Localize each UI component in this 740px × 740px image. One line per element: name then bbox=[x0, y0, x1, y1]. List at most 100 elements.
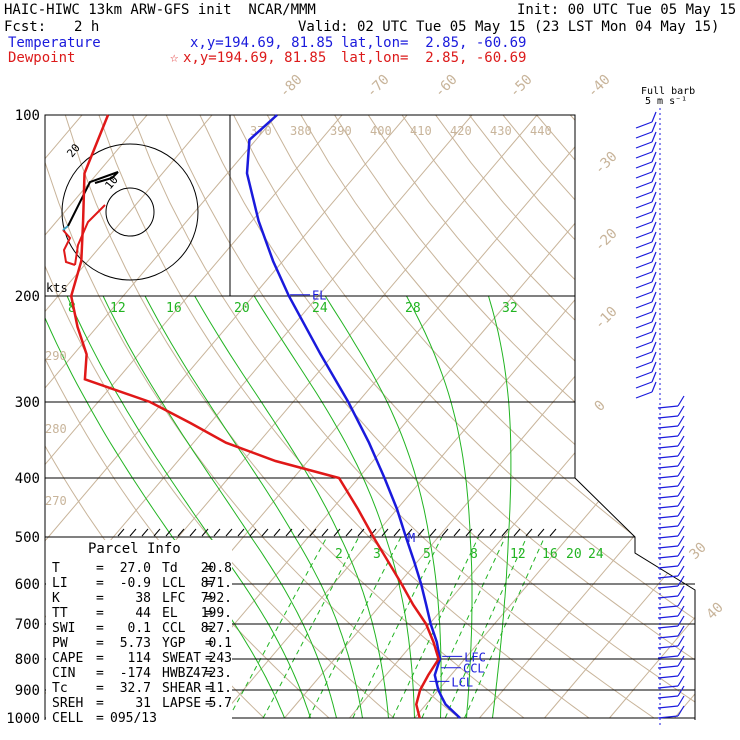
wind-barb-flag bbox=[677, 605, 685, 617]
hatch-mark bbox=[549, 528, 557, 537]
annotation-label-el: EL bbox=[312, 289, 326, 303]
wind-barb-flag bbox=[677, 625, 685, 637]
parcel-row-equals: = bbox=[96, 711, 104, 726]
wind-barb bbox=[657, 595, 679, 599]
parcel-cell-value: 095/13 bbox=[110, 711, 157, 726]
wind-barb-flag bbox=[651, 291, 657, 303]
dry-adiabat-line bbox=[536, 115, 695, 719]
init-time: Init: 00 UTC Tue 05 May 15 bbox=[517, 2, 737, 18]
hatch-mark bbox=[513, 528, 521, 537]
hatch-mark bbox=[405, 528, 413, 537]
plot-frame bbox=[44, 114, 696, 720]
mixing-ratio-label: 12 bbox=[510, 547, 526, 562]
dewpoint-profile-line bbox=[69, 114, 440, 719]
wind-barb-flag bbox=[677, 665, 685, 677]
hatch-mark bbox=[237, 528, 245, 537]
isotherm-label: -30 bbox=[592, 149, 621, 178]
parcel-row-equals: = bbox=[205, 666, 213, 681]
hatch-mark bbox=[285, 528, 293, 537]
wind-barb bbox=[657, 435, 679, 439]
hatch-mark bbox=[117, 528, 125, 537]
wind-barb bbox=[657, 415, 679, 419]
parcel-row-equals: = bbox=[96, 591, 104, 606]
wind-barb-flag bbox=[651, 151, 657, 163]
wind-barb-flag bbox=[651, 311, 657, 323]
isotherm-label: -40 bbox=[585, 72, 614, 101]
wind-barb-flag bbox=[651, 351, 657, 363]
dry-adiabat-label: 430 bbox=[490, 124, 512, 138]
wind-barb bbox=[657, 515, 679, 519]
dry-adiabat-line bbox=[199, 115, 695, 719]
wind-barb bbox=[657, 485, 679, 489]
wind-barb-flag bbox=[677, 475, 685, 487]
wind-barb bbox=[657, 655, 679, 659]
forecast-label: Fcst: bbox=[4, 19, 47, 35]
wind-barb-flag bbox=[651, 141, 657, 153]
parcel-row-label: SWEAT bbox=[162, 651, 201, 666]
wind-barb-flag bbox=[651, 161, 657, 173]
dewpoint-legend-label: Dewpoint bbox=[8, 50, 76, 66]
mixing-ratio-line bbox=[464, 536, 546, 719]
parcel-row-equals: = bbox=[96, 681, 104, 696]
parcel-row-equals: = bbox=[96, 561, 104, 576]
wind-barb bbox=[657, 405, 679, 409]
isotherm-label: -60 bbox=[432, 72, 461, 101]
parcel-row-value: 32.7 bbox=[120, 681, 151, 696]
isotherm-line bbox=[45, 115, 278, 719]
wind-barb-flag bbox=[651, 241, 657, 253]
dry-adiabat-line bbox=[300, 115, 695, 719]
wind-barb bbox=[657, 665, 679, 669]
pressure-label: 100 bbox=[15, 108, 40, 124]
parcel-row-label: PW bbox=[52, 636, 68, 651]
mixing-ratio-line bbox=[392, 536, 479, 719]
dry-adiabat-line bbox=[401, 115, 695, 719]
hatch-mark bbox=[393, 528, 401, 537]
dry-adiabat-label: 440 bbox=[530, 124, 552, 138]
pressure-label: 800 bbox=[15, 652, 40, 668]
dewpoint-marker-icon: ☆ bbox=[170, 50, 179, 66]
mixing-ratio-line bbox=[352, 536, 443, 719]
parcel-row-value: 871. bbox=[201, 576, 232, 591]
moist-adiabat-label: 8 bbox=[68, 301, 76, 316]
hodograph-inner-ring bbox=[105, 187, 155, 237]
pressure-label: 200 bbox=[15, 289, 40, 305]
hatch-mark bbox=[525, 528, 533, 537]
dry-adiabat-label: 410 bbox=[410, 124, 432, 138]
parcel-row-value: 5.73 bbox=[120, 636, 151, 651]
wind-barb bbox=[635, 381, 653, 389]
hatch-mark bbox=[537, 528, 545, 537]
hatch-mark bbox=[357, 528, 365, 537]
wind-barb bbox=[635, 351, 653, 359]
wind-barb bbox=[657, 625, 679, 629]
wind-barb bbox=[657, 695, 679, 699]
parcel-row-label: LAPSE bbox=[162, 696, 201, 711]
sounding-profiles bbox=[69, 114, 461, 719]
parcel-row-equals: = bbox=[205, 681, 213, 696]
wind-barb bbox=[635, 251, 653, 259]
annotation-label-lfc: LFC bbox=[464, 650, 486, 664]
parcel-row-label: HWBZ bbox=[162, 666, 193, 681]
dry-adiabat-label: 380 bbox=[290, 124, 312, 138]
hodograph-trace-mid bbox=[62, 225, 69, 231]
isotherm-line bbox=[479, 115, 695, 719]
mixing-ratio-label: 5 bbox=[423, 547, 431, 562]
mixing-ratio-label: 3 bbox=[373, 547, 381, 562]
hodograph-trace-low bbox=[62, 229, 76, 266]
hatch-mark bbox=[489, 528, 497, 537]
valid-time: Valid: 02 UTC Tue 05 May 15 (23 LST Mon … bbox=[298, 19, 720, 35]
annotation-label-m: M bbox=[408, 531, 415, 545]
parcel-row-equals: = bbox=[96, 576, 104, 591]
hatch-mark bbox=[321, 528, 329, 537]
wind-barb bbox=[635, 341, 653, 349]
wind-barb-flag bbox=[651, 131, 657, 143]
pressure-label: 500 bbox=[15, 530, 40, 546]
wind-barb-flag bbox=[651, 181, 657, 193]
wind-barb bbox=[635, 371, 653, 379]
mixing-ratio-label: 20 bbox=[566, 547, 582, 562]
parcel-cell-label: CELL bbox=[52, 711, 83, 726]
wind-barb-flag bbox=[677, 505, 685, 517]
parcel-row-equals: = bbox=[96, 666, 104, 681]
